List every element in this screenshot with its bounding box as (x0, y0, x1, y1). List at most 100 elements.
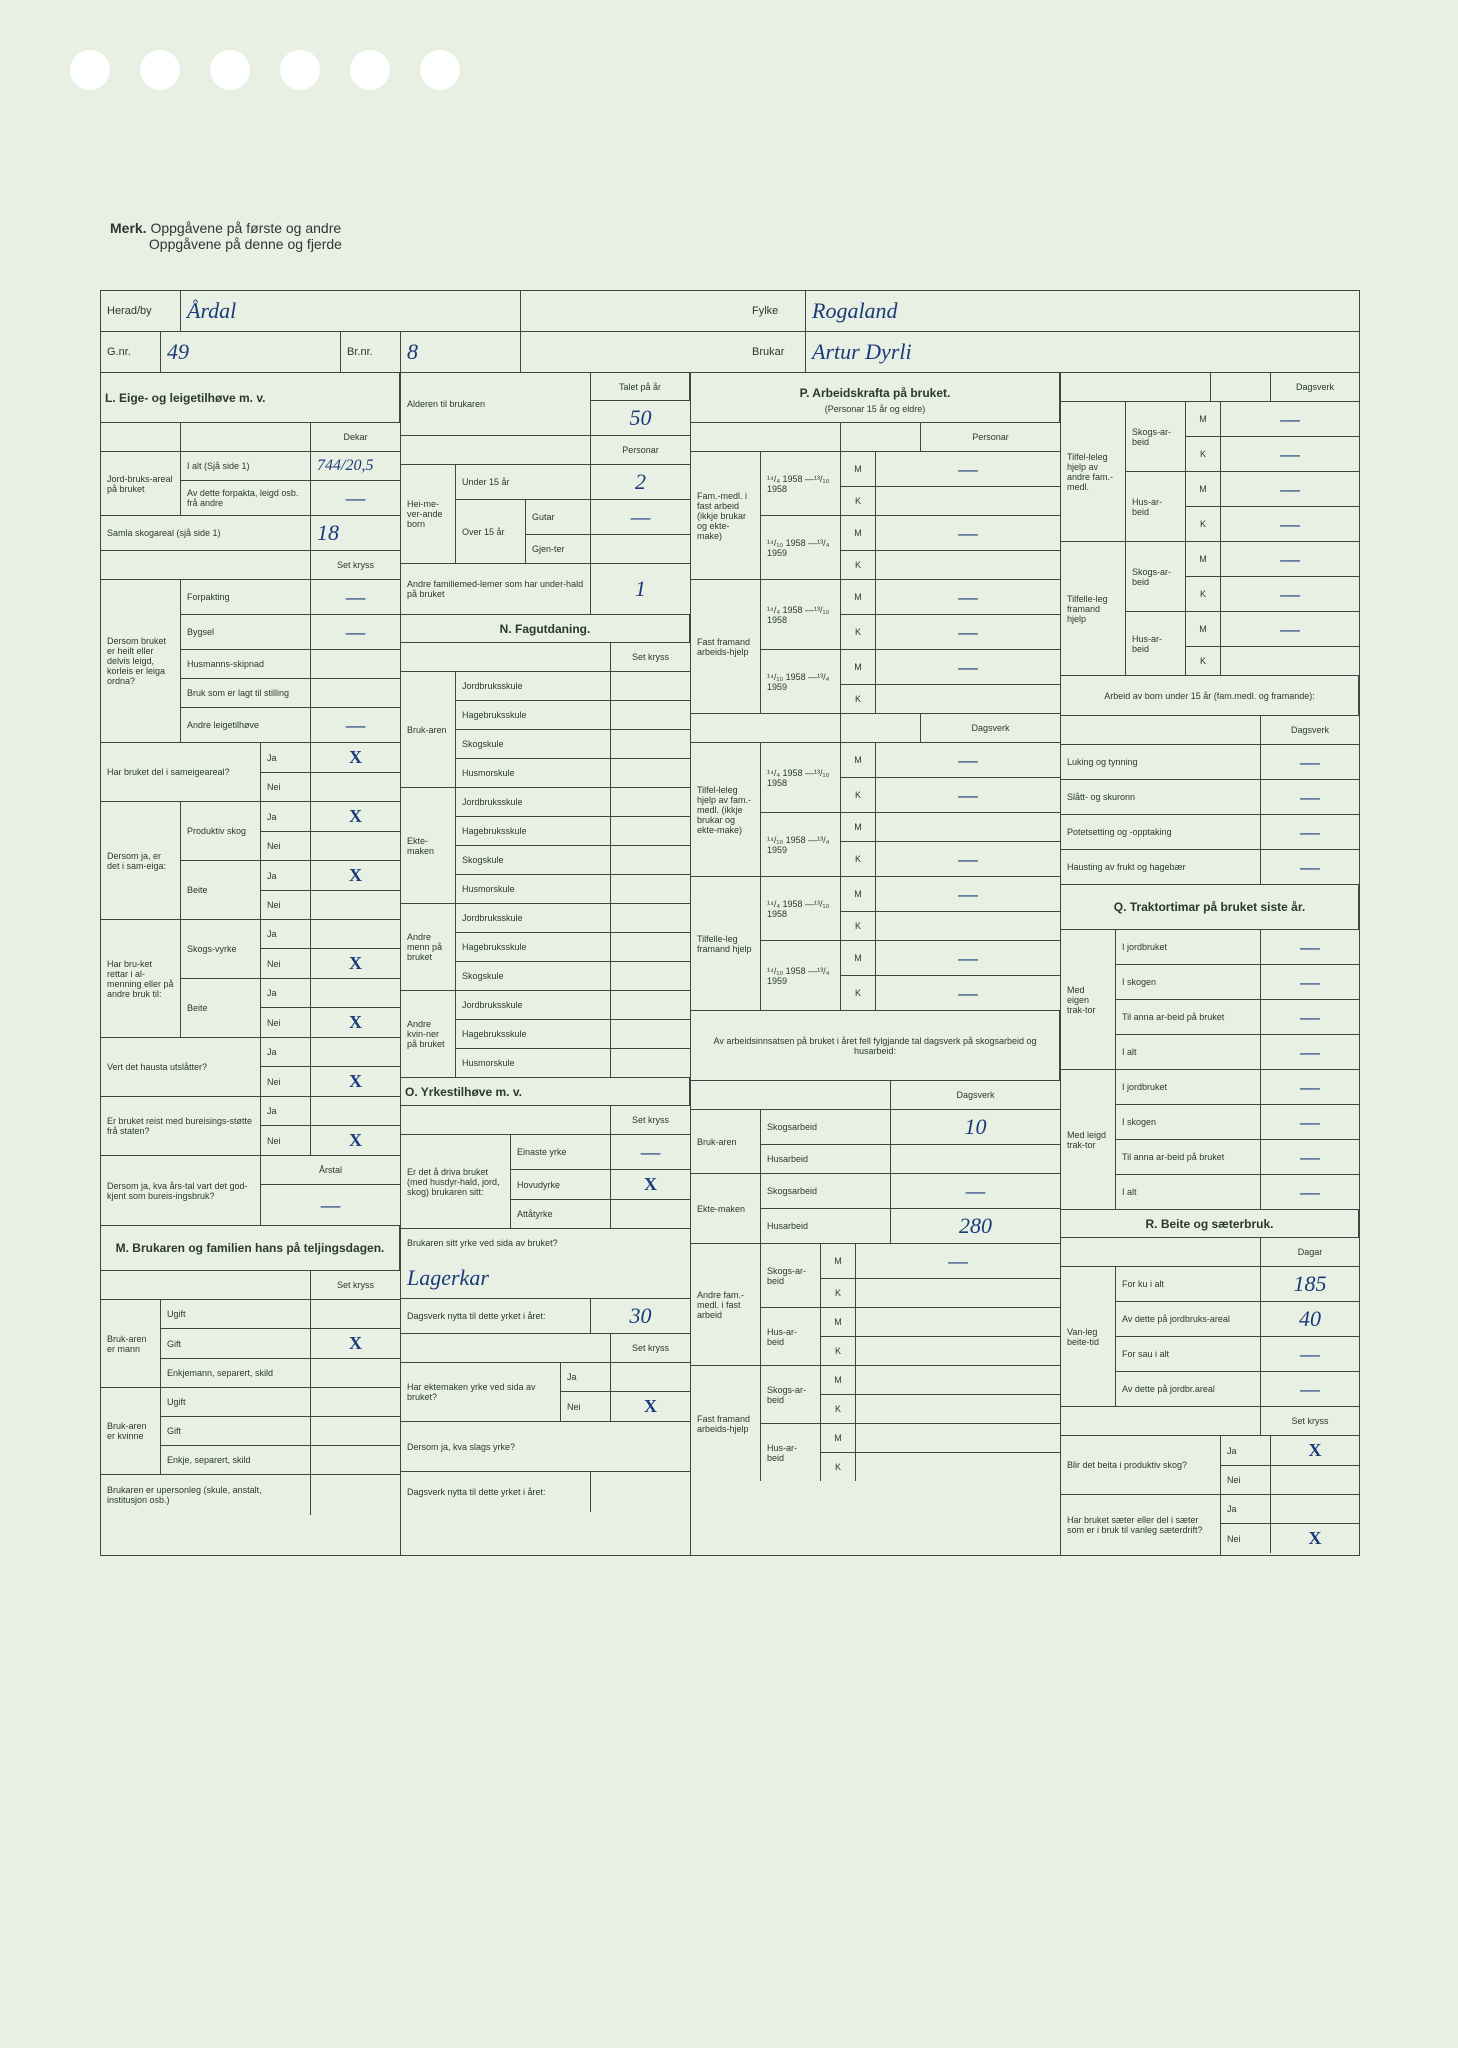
dersomja2-label: Dersom ja, kva års-tal vart det god-kjen… (101, 1156, 261, 1225)
ugift2: Ugift (161, 1388, 311, 1416)
skogsarbeid-v: 10 (965, 1114, 987, 1140)
tilfeleg2-label: Tilfelle-leg framand hjelp (691, 877, 761, 1010)
herad-value: Årdal (187, 298, 236, 324)
P-ektemaken: Ekte-maken (691, 1174, 761, 1243)
ja-1: Ja (261, 743, 311, 772)
hole (420, 50, 460, 90)
talet: Talet på år (591, 373, 690, 401)
harbru-label: Har bru-ket rettar i al-menning eller på… (101, 920, 181, 1037)
O-dersomja: Dersom ja, kva slags yrke? (401, 1422, 690, 1471)
brukkvinne-label: Bruk-aren er kvinne (101, 1388, 161, 1474)
gift1: Gift (161, 1329, 311, 1358)
tilfeleg-label: Tilfel-leleg hjelp av fam.-medl. (ikkje … (691, 743, 761, 876)
main-body: L. Eige- og leigetilhøve m. v. Dekar Jor… (101, 373, 1359, 1555)
bygsel-v: — (346, 619, 366, 645)
forku: For ku i alt (1116, 1267, 1261, 1301)
dagar: Dagar (1261, 1238, 1359, 1266)
avdette-jord-v: 40 (1299, 1306, 1321, 1332)
forku-v: 185 (1294, 1271, 1327, 1297)
skogsvyrke: Skogs-vyrke (181, 920, 261, 978)
dersom-label: Dersom bruket er heilt eller delvis leig… (101, 580, 181, 742)
personar: Personar (591, 436, 690, 464)
gutar-v: — (631, 504, 651, 530)
hole (140, 50, 180, 90)
dagsverk-v: 30 (630, 1303, 652, 1329)
gift-x: X (317, 1333, 394, 1354)
under15: Under 15 år (456, 465, 591, 499)
avdette-jord2: Av dette på jordbr.areal (1116, 1372, 1261, 1406)
erbruket-label: Er bruket reist med bureisings-støtte fr… (101, 1097, 261, 1155)
census-form: Herad/by Årdal Fylke Rogaland G.nr. 49 B… (100, 290, 1360, 1556)
R-harbruket-label: Har bruket sæter eller del i sæter som e… (1061, 1495, 1221, 1555)
N-title: N. Fagutdaning. (401, 615, 690, 643)
dersomja2-v: — (321, 1192, 341, 1218)
brukar-value: Artur Dyrli (812, 339, 912, 365)
prodskog: Produktiv skog (181, 802, 261, 860)
N-brukaren: Bruk-aren (401, 672, 456, 787)
avarbeids-label: Av arbeidsinnsatsen på bruket i året fel… (691, 1011, 1060, 1081)
col-P: P. Arbeidskrafta på bruket. (Personar 15… (691, 373, 1061, 1555)
P-dagsverk: Dagsverk (921, 714, 1060, 742)
L-dekar-row: Dekar (101, 423, 400, 452)
slatt: Slått- og skuronn (1061, 780, 1261, 814)
gjenter: Gjen-ter (526, 535, 591, 563)
R-harbruket-nei: X (1277, 1528, 1353, 1549)
N-ektemaken: Ekte-maken (401, 788, 456, 903)
beite: Beite (181, 861, 261, 919)
forsau: For sau i alt (1116, 1337, 1261, 1371)
jordbruks-label: Jord-bruks-areal på bruket (101, 452, 181, 515)
ugift1: Ugift (161, 1300, 311, 1328)
ialt-label: I alt (Sjå side 1) (181, 452, 311, 480)
andre-leige-v: — (346, 712, 366, 738)
andrefam-label: Andre familiemed-lemer som har under-hal… (401, 564, 591, 614)
medeigen: Med eigen trak-tor (1061, 930, 1116, 1069)
col-L-M: L. Eige- og leigetilhøve m. v. Dekar Jor… (101, 373, 401, 1555)
avdette-value: — (346, 485, 366, 511)
M-title: M. Brukaren og familien hans på teljings… (101, 1226, 400, 1271)
gutar: Gutar (526, 500, 591, 534)
R-setkryss: Set kryss (1261, 1407, 1359, 1435)
over15: Over 15 år (456, 500, 526, 563)
O-title: O. Yrkestilhøve m. v. (401, 1078, 690, 1106)
hole (280, 50, 320, 90)
upers-label: Brukaren er upersonleg (skule, anstalt, … (101, 1475, 311, 1515)
merk-line2: Oppgåvene på denne og fjerde (149, 236, 342, 252)
harekt-nei: X (617, 1396, 684, 1417)
einaste: Einaste yrke (511, 1135, 611, 1169)
merk-note: Merk. Oppgåvene på første og andre Oppgå… (110, 220, 342, 252)
brukaren-yrke-v: Lagerkar (407, 1265, 489, 1291)
P-title: P. Arbeidskrafta på bruket. (796, 382, 955, 404)
hausting: Hausting av frukt og hagebær (1061, 850, 1261, 884)
ekt-hus-v: 280 (959, 1213, 992, 1239)
harbruket-ja: X (317, 747, 394, 768)
P-brukaren: Bruk-aren (691, 1110, 761, 1173)
arbeid15-label: Arbeid av born under 15 år (fam.medl. og… (1061, 676, 1359, 716)
forpakting: Forpakting (181, 580, 311, 614)
medleigd: Med leigd trak-tor (1061, 1070, 1116, 1209)
dekar-label: Dekar (311, 423, 400, 451)
ekt-skog-v: — (966, 1178, 986, 1204)
Q-title: Q. Traktortimar på bruket siste år. (1061, 885, 1359, 930)
O-setkryss: Set kryss (611, 1106, 690, 1134)
gift2: Gift (161, 1417, 311, 1445)
merk-line1: Oppgåvene på første og andre (150, 220, 341, 236)
samla-value: 18 (317, 520, 339, 546)
col-Q-R: Dagsverk Tilfel-leleg hjelp av andre fam… (1061, 373, 1359, 1555)
M-setkryss: Set kryss (311, 1271, 400, 1299)
arstal: Årstal (261, 1156, 400, 1184)
vert-nei: X (317, 1071, 394, 1092)
vert-label: Vert det hausta utslåtter? (101, 1038, 261, 1096)
N-andrekvinner: Andre kvin-ner på bruket (401, 991, 456, 1077)
skogsvyrke-nei: X (317, 953, 394, 974)
L-title: L. Eige- og leigetilhøve m. v. (101, 373, 400, 423)
hole (350, 50, 390, 90)
N-andremenn: Andre menn på bruket (401, 904, 456, 990)
avdette-label: Av dette forpakta, leigd osb. frå andre (181, 481, 311, 515)
prodskog-ja: X (317, 806, 394, 827)
potet: Potetsetting og -opptaking (1061, 815, 1261, 849)
beite2: Beite (181, 979, 261, 1037)
andre-leige: Andre leigetilhøve (181, 708, 311, 742)
erbruket-nei: X (317, 1130, 394, 1151)
husmanns: Husmanns-skipnad (181, 650, 311, 678)
harbruket-label: Har bruket del i sameigeareal? (101, 743, 261, 801)
